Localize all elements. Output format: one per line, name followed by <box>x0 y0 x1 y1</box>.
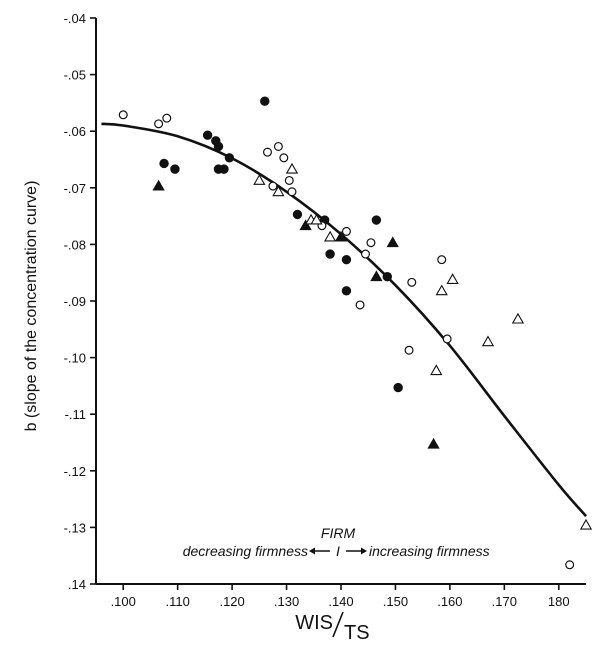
x-tick-label: .160 <box>437 594 462 609</box>
x-tick-label: .140 <box>328 594 353 609</box>
increasing-firmness-label: increasing firmness <box>369 543 490 559</box>
point-filled-triangle <box>299 219 312 231</box>
point-open-circle <box>263 147 273 157</box>
right-arrow-head <box>361 547 367 555</box>
y-axis-title: b (slope of the concentration curve) <box>23 181 40 432</box>
point-filled-circle <box>219 164 229 174</box>
x-axis-title: WIS TS <box>295 611 370 644</box>
point-open-triangle <box>430 364 443 376</box>
y-tick-label: -.05 <box>64 68 86 83</box>
y-ticks: -.04 -.05 -.06 -.07 -.08 -.09 -.10 -.11 -.12 -.13… <box>64 11 96 592</box>
firmness-annotation: FIRM decreasing firmness I increasing fi… <box>183 525 490 559</box>
axes <box>95 18 586 585</box>
point-open-circle <box>162 113 172 123</box>
point-open-circle <box>268 181 278 191</box>
point-open-triangle <box>435 284 448 296</box>
point-open-triangle <box>323 230 337 242</box>
point-filled-circle <box>393 382 403 393</box>
x-axis-label-slash <box>332 611 344 638</box>
point-open-circle <box>404 345 414 355</box>
point-filled-circle <box>260 96 270 106</box>
point-open-triangle <box>272 185 285 197</box>
y-tick-label: .14 <box>68 577 86 592</box>
x-tick-label: .170 <box>492 594 517 609</box>
point-open-triangle <box>310 213 323 225</box>
point-filled-circle <box>382 271 392 282</box>
point-filled-triangle <box>427 437 440 449</box>
y-tick-label: -.12 <box>64 464 86 479</box>
point-open-circle <box>273 141 283 151</box>
point-open-triangle <box>579 518 592 530</box>
point-filled-triangle <box>370 270 383 282</box>
point-open-triangle <box>446 273 459 284</box>
point-filled-circle <box>213 141 224 152</box>
point-open-triangle <box>253 174 266 185</box>
point-open-triangle <box>481 335 495 347</box>
point-filled-circle <box>202 130 213 140</box>
point-filled-circle <box>325 249 335 259</box>
x-axis-label-sub: TS <box>344 622 370 644</box>
firm-label: FIRM <box>321 525 356 541</box>
point-open-circle <box>407 277 417 287</box>
x-tick-label: .150 <box>383 594 408 609</box>
x-tick-label: .100 <box>111 594 136 609</box>
point-open-circle <box>366 238 376 248</box>
y-tick-label: -.11 <box>65 407 86 422</box>
point-filled-triangle <box>152 179 165 191</box>
y-tick-label: -.06 <box>64 124 86 139</box>
left-arrow-head <box>309 547 315 555</box>
point-open-circle <box>355 300 365 310</box>
point-filled-circle <box>341 286 352 296</box>
point-filled-circle <box>341 254 352 265</box>
point-open-circle <box>279 153 289 163</box>
y-tick-label: -.07 <box>64 181 86 196</box>
decreasing-firmness-label: decreasing firmness <box>183 543 308 559</box>
x-tick-label: .120 <box>219 594 244 609</box>
fit-curve <box>101 122 587 517</box>
point-filled-triangle <box>334 230 348 242</box>
point-open-circle <box>154 119 164 129</box>
x-axis-label-main: WIS <box>295 612 333 634</box>
point-open-circle <box>341 226 351 236</box>
point-open-circle <box>565 560 575 570</box>
y-axis-label: b (slope of the concentration curve) <box>23 181 40 432</box>
point-open-triangle <box>511 312 525 324</box>
point-filled-circle <box>170 164 180 174</box>
point-open-circle <box>361 249 371 259</box>
point-open-circle <box>287 187 297 197</box>
point-filled-circle <box>292 209 303 220</box>
point-open-triangle <box>285 162 299 174</box>
point-filled-triangle <box>386 236 399 248</box>
data-points <box>118 96 592 570</box>
point-filled-circle <box>224 153 235 163</box>
y-tick-label: -.09 <box>64 294 86 309</box>
firm-marker: I <box>336 543 340 559</box>
y-tick-label: -.04 <box>64 11 86 26</box>
x-ticks: .100 .110 .120 .130 .140 .150 .160 .170 180 <box>111 584 570 609</box>
y-tick-label: -.08 <box>64 237 86 252</box>
point-open-circle <box>442 334 452 344</box>
y-tick-label: -.13 <box>64 520 86 535</box>
point-filled-circle <box>159 158 169 169</box>
point-open-circle <box>118 110 128 120</box>
point-open-circle <box>437 255 447 265</box>
point-filled-circle <box>371 215 382 225</box>
x-tick-label: 180 <box>548 594 570 609</box>
x-tick-label: .110 <box>165 594 189 609</box>
x-tick-label: .130 <box>274 594 299 609</box>
y-tick-label: -.10 <box>64 351 86 366</box>
point-open-circle <box>284 175 294 185</box>
